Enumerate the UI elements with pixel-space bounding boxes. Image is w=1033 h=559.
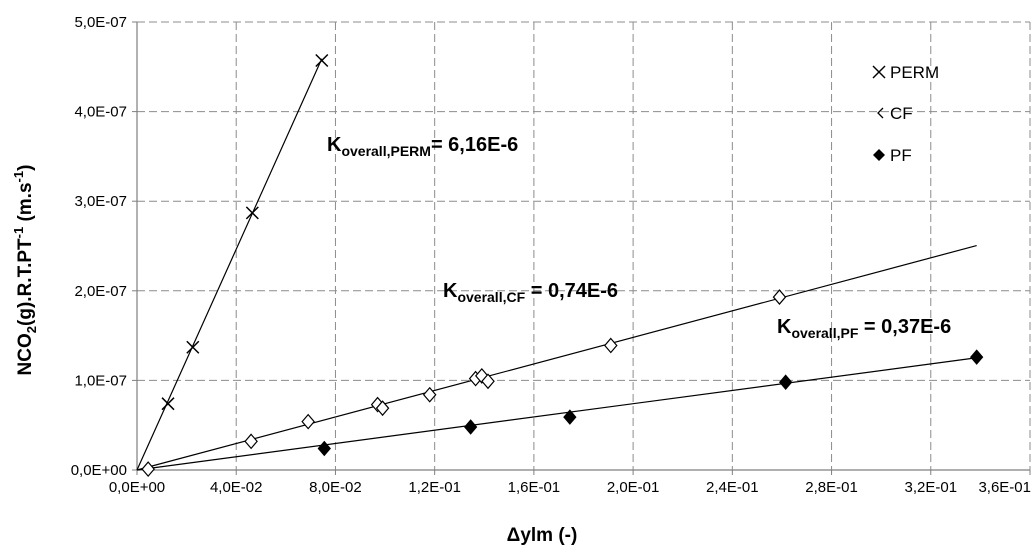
y-axis-title-end: (m.s	[15, 182, 36, 226]
filled-diamond-marker	[317, 440, 331, 457]
x-tick-label: 1,2E-01	[408, 479, 461, 496]
open-diamond-marker	[481, 373, 495, 390]
annotation-sub: overall,CF	[457, 289, 525, 305]
x-tick-label: 2,0E-01	[607, 479, 660, 496]
y-tick-label: 4,0E-07	[74, 104, 127, 121]
x-marker	[315, 53, 329, 68]
legend-marker-x	[872, 65, 886, 79]
open-diamond-marker	[141, 461, 155, 478]
annotation-main: K	[443, 280, 458, 302]
fit-line-perm	[136, 58, 323, 471]
x-tick-label: 3,6E-01	[978, 479, 1031, 496]
annotation-main: K	[777, 316, 792, 338]
annotation-value: = 0,37E-6	[858, 316, 951, 338]
y-axis-title: NCO2(g).R.T.PT-1 (m.s-1)	[11, 165, 39, 376]
annotation-main: K	[327, 134, 342, 156]
x-marker-stroke	[315, 53, 329, 68]
fit-lines	[136, 58, 977, 471]
x-tick-label: 2,4E-01	[706, 479, 759, 496]
x-tick-label: 3,2E-01	[905, 479, 958, 496]
data-points	[141, 53, 984, 478]
x-marker-stroke	[186, 340, 200, 354]
grid-lines	[137, 21, 1031, 470]
x-tick-labels: 0,0E+00 4,0E-02 8,0E-02 1,2E-01 1,6E-01 2,0E-…	[109, 479, 1031, 496]
open-diamond-marker	[301, 413, 315, 430]
y-axis-title-mid: (g).R.T.PT	[15, 238, 36, 326]
y-tick-label: 0,0E+00	[71, 462, 127, 479]
fit-line-cf	[136, 244, 977, 471]
open-diamond-marker	[422, 386, 437, 403]
x-tick-label: 0,0E+00	[109, 479, 165, 496]
fit-annotation: Koverall,CF = 0,74E-6	[443, 280, 618, 305]
y-axis-title-main: NCO	[15, 333, 36, 375]
y-axis-title-close: )	[15, 165, 36, 171]
open-diamond-marker	[772, 289, 787, 305]
legend-x-stroke	[872, 65, 886, 79]
y-tick-labels: 0,0E+00 1,0E-07 2,0E-07 3,0E-07 4,0E-07 5,0E-…	[71, 14, 127, 479]
x-marker-stroke	[245, 206, 259, 220]
y-tick-label: 1,0E-07	[74, 372, 127, 389]
filled-diamond-marker	[970, 349, 984, 365]
x-tick-label: 2,8E-01	[805, 479, 858, 496]
filled-diamond-marker	[779, 374, 793, 390]
filled-diamond-marker	[463, 419, 478, 435]
open-diamond-marker	[375, 400, 390, 417]
y-tick-label: 2,0E-07	[74, 283, 127, 300]
y-axis-title-sub: 2	[24, 326, 39, 333]
legend-marker-filled	[873, 149, 885, 161]
fit-annotation: Koverall,PERM= 6,16E-6	[327, 134, 518, 159]
open-diamond-marker	[603, 337, 618, 354]
y-tick-label: 3,0E-07	[74, 193, 127, 210]
y-tick-label: 5,0E-07	[74, 14, 127, 31]
annotation-value: = 0,74E-6	[525, 280, 618, 302]
x-tick-label: 1,6E-01	[508, 479, 561, 496]
legend: PERM CF PF	[872, 63, 939, 165]
legend-label: PF	[890, 146, 912, 165]
x-axis-title: Δylm (-)	[507, 525, 578, 546]
annotation-sub: overall,PF	[791, 325, 858, 341]
filled-diamond-marker	[563, 409, 577, 425]
x-marker	[186, 340, 200, 354]
fit-annotation: Koverall,PF = 0,37E-6	[777, 316, 951, 341]
x-tick-label: 8,0E-02	[309, 479, 362, 496]
open-diamond-marker	[244, 433, 258, 450]
x-marker-stroke	[161, 397, 175, 411]
y-axis-title-sup: -1	[11, 227, 26, 239]
annotation-sub: overall,PERM	[341, 143, 430, 159]
fit-line-pf	[136, 357, 977, 471]
x-marker	[245, 206, 259, 220]
x-marker	[161, 397, 175, 411]
legend-marker-open	[877, 107, 884, 119]
x-tick-label: 4,0E-02	[210, 479, 263, 496]
axes	[132, 21, 1031, 475]
y-axis-title-sup2: -1	[11, 171, 26, 183]
legend-label: CF	[890, 104, 913, 123]
annotation-value: = 6,16E-6	[431, 134, 518, 156]
legend-label: PERM	[890, 63, 939, 82]
